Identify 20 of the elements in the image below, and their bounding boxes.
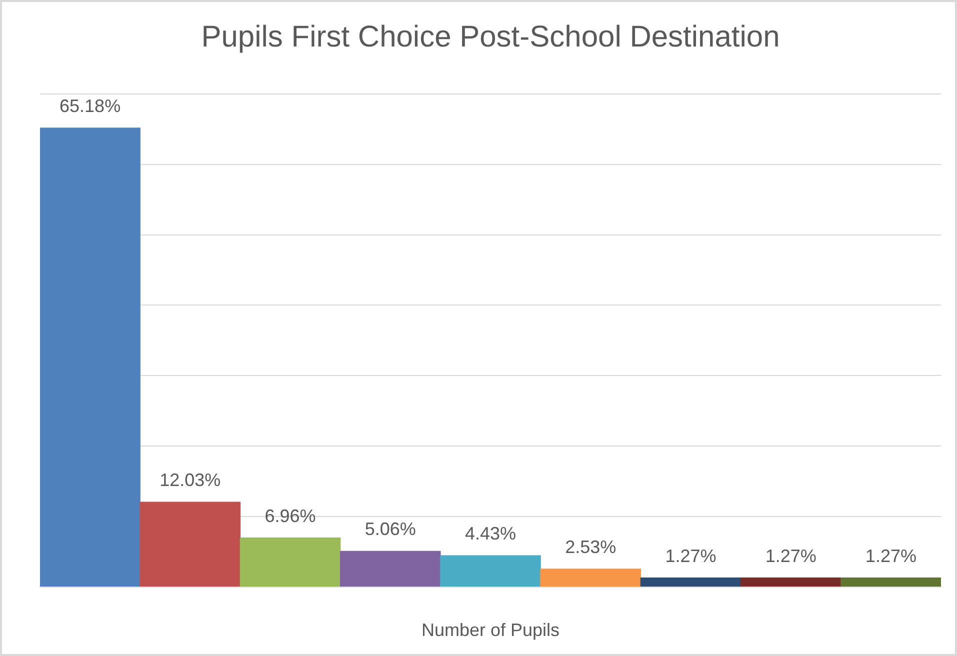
bar (440, 555, 541, 587)
bar (740, 578, 842, 587)
bar (840, 578, 941, 587)
data-label: 12.03% (160, 470, 221, 490)
data-label: 1.27% (665, 546, 716, 566)
data-label: 1.27% (765, 546, 816, 566)
data-label: 6.96% (264, 506, 316, 526)
data-label: 5.06% (364, 519, 416, 540)
data-label: 4.43% (464, 524, 516, 544)
bar (140, 502, 241, 587)
data-label: 2.53% (565, 536, 616, 557)
bar (340, 550, 441, 587)
bar (40, 128, 140, 587)
data-label: 65.18% (60, 96, 121, 116)
bar (540, 568, 641, 587)
data-label: 1.27% (865, 546, 916, 566)
bar (240, 537, 341, 587)
x-axis-title: Number of Pupils (421, 620, 560, 640)
chart-title: Pupils First Choice Post-School Destination (201, 20, 780, 54)
bar (640, 578, 742, 587)
